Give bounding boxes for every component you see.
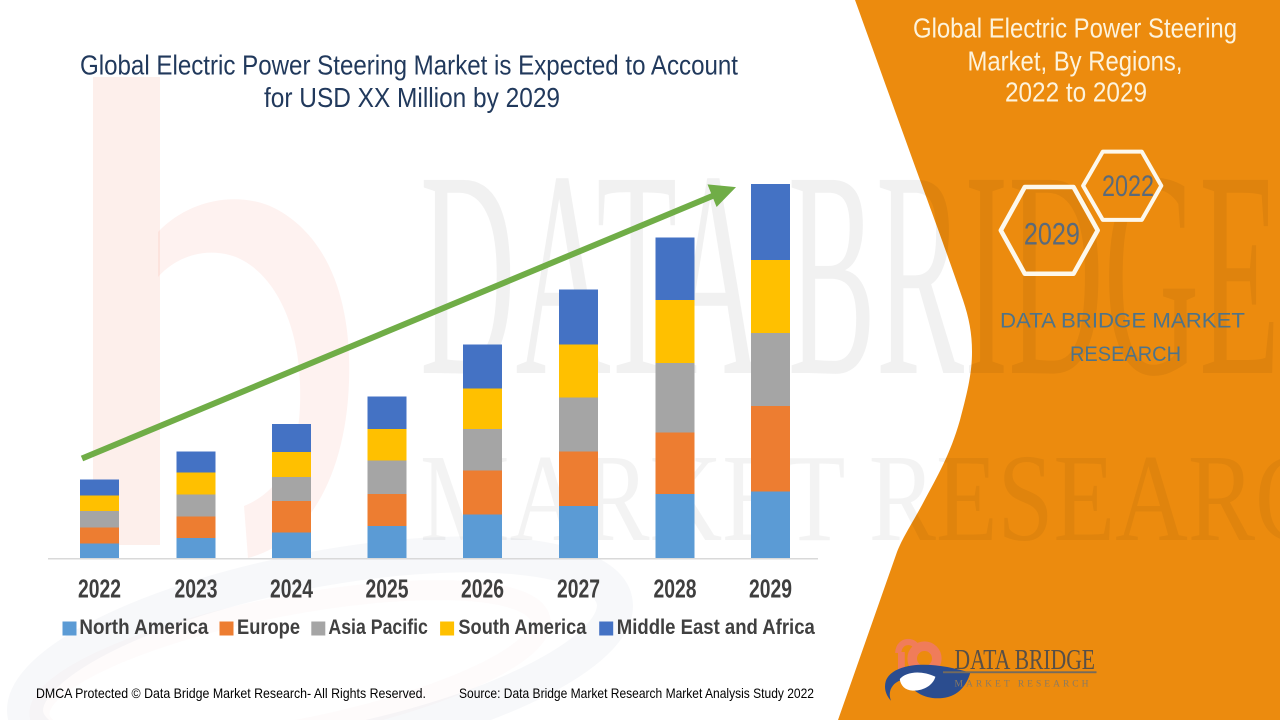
svg-text:North America: North America	[79, 616, 208, 639]
svg-text:2022: 2022	[1102, 170, 1154, 203]
svg-text:DMCA Protected © Data Bridge M: DMCA Protected © Data Bridge Market Rese…	[36, 685, 426, 701]
svg-text:Source: Data Bridge Market Res: Source: Data Bridge Market Research Mark…	[459, 685, 814, 701]
svg-text:DATA BRIDGE: DATA BRIDGE	[955, 645, 1096, 676]
svg-text:DATA BRIDGE: DATA BRIDGE	[420, 110, 1280, 437]
svg-text:Global Electric Power Steering: Global Electric Power Steering	[913, 13, 1237, 44]
svg-text:Middle East and Africa: Middle East and Africa	[617, 616, 815, 639]
svg-text:2022 to 2029: 2022 to 2029	[1005, 77, 1147, 108]
svg-text:South America: South America	[458, 616, 586, 639]
svg-text:2027: 2027	[557, 576, 600, 604]
svg-text:2029: 2029	[749, 576, 792, 604]
svg-text:Asia Pacific: Asia Pacific	[328, 616, 428, 639]
svg-text:RESEARCH: RESEARCH	[1070, 343, 1181, 366]
svg-text:DATA BRIDGE MARKET: DATA BRIDGE MARKET	[1000, 310, 1245, 333]
svg-text:2026: 2026	[461, 576, 504, 604]
svg-text:for USD XX Million by 2029: for USD XX Million by 2029	[264, 82, 560, 113]
svg-text:Market, By Regions,: Market, By Regions,	[968, 46, 1183, 77]
svg-text:2024: 2024	[270, 576, 314, 604]
svg-text:2022: 2022	[78, 576, 121, 604]
svg-text:2023: 2023	[175, 576, 218, 604]
svg-text:2025: 2025	[366, 576, 409, 604]
svg-text:MARKET RESEARCH: MARKET RESEARCH	[955, 680, 1089, 690]
svg-text:MARKET RESEARCH: MARKET RESEARCH	[420, 430, 1280, 568]
svg-text:2029: 2029	[1024, 216, 1080, 252]
svg-text:Global Electric Power Steering: Global Electric Power Steering Market is…	[80, 50, 738, 81]
svg-text:2028: 2028	[654, 576, 697, 604]
svg-text:Europe: Europe	[237, 616, 300, 639]
